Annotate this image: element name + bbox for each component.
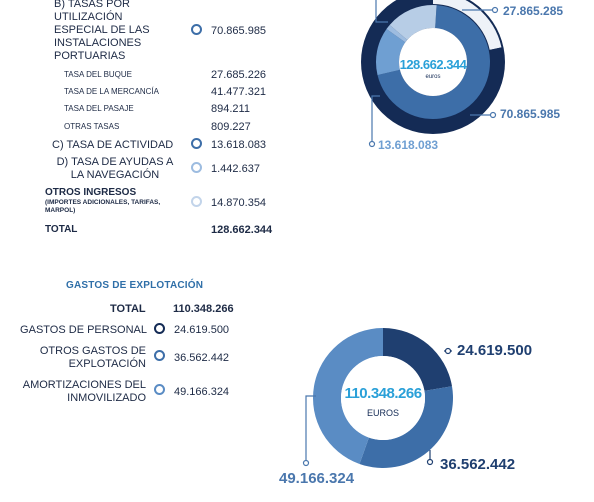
ingresos-sub-value-0: 27.685.226 (211, 69, 267, 81)
gastos-value-2: 49.166.324 (174, 386, 230, 398)
gastos-leader-dot-1 (426, 458, 434, 466)
ingresos-leader-dot-2 (368, 140, 376, 148)
ingresos-center-unit: euros (425, 74, 441, 80)
gastos-value-0: 24.619.500 (174, 324, 230, 336)
ingresos-d-value: 1.442.637 (211, 163, 260, 175)
ingresos-leader-dot-0 (491, 6, 499, 14)
ingresos-sub-label-2: TASA DEL PASAJE (64, 104, 134, 113)
ingresos-c-label: C) TASA DE ACTIVIDAD (52, 139, 174, 151)
ingresos-c-value: 13.618.083 (211, 139, 267, 151)
gastos-total-label: TOTAL (110, 303, 146, 315)
gastos-value-1: 36.562.442 (174, 352, 230, 364)
ingresos-leader-3 (375, 0, 388, 23)
gastos-label-0: GASTOS DE PERSONAL (20, 324, 147, 336)
gastos-slice-2 (312, 328, 383, 464)
ingresos-leader-dot-1 (489, 111, 497, 119)
ingresos-center-value: 128.662.344 (399, 57, 467, 72)
ingresos-otros-sub: (IMPORTES ADICIONALES, TARIFAS, MARPOL) (45, 199, 161, 214)
ingresos-donut-chart (361, 0, 505, 148)
gastos-label-2: AMORTIZACIONES DEL INMOVILIZADO (22, 379, 146, 404)
gastos-slice-0 (383, 328, 453, 391)
gastos-leader-2 (305, 395, 316, 462)
ingresos-sub-label-0: TASA DEL BUQUE (64, 70, 133, 79)
ingresos-c-dot (191, 138, 202, 149)
ingresos-donut-hole (399, 28, 467, 96)
ingresos-inner-slice-3 (389, 4, 437, 40)
ingresos-inner-slice-0 (377, 5, 490, 120)
gastos-dot-1 (154, 350, 165, 361)
ingresos-sub-value-3: 809.227 (211, 121, 251, 133)
ingresos-b-value: 70.865.985 (211, 25, 267, 37)
gastos-donut-hole (341, 356, 425, 440)
ingresos-callout-1: 70.865.985 (500, 107, 561, 121)
ingresos-otros-label: OTROS INGRESOS (45, 187, 137, 198)
gastos-callout-1: 36.562.442 (440, 456, 516, 473)
gastos-callout-2: 49.166.324 (279, 470, 355, 487)
ingresos-sub-label-3: OTRAS TASAS (64, 122, 120, 131)
gastos-dot-0 (154, 323, 165, 334)
ingresos-callout-2: 13.618.083 (378, 138, 439, 152)
ingresos-d-dot (191, 162, 202, 173)
ingresos-sub-value-2: 894.211 (211, 103, 250, 115)
ingresos-otros-dot (191, 196, 202, 207)
ingresos-callout-0: 27.865.285 (503, 4, 564, 18)
gastos-dot-2 (154, 384, 165, 395)
ingresos-total-value: 128.662.344 (211, 224, 273, 236)
ingresos-b-label: B) TASAS POR UTILIZACIÓN ESPECIAL DE LAS… (54, 0, 150, 62)
ingresos-leader-2 (371, 95, 380, 142)
ingresos-inner-slice-1 (375, 29, 406, 76)
ingresos-sub-label-1: TASA DE LA MERCANCÍA (64, 87, 159, 96)
gastos-title: GASTOS DE EXPLOTACIÓN (66, 280, 204, 291)
ingresos-total-label: TOTAL (45, 224, 78, 235)
gastos-leader-dot-2 (302, 459, 310, 467)
ingresos-sub-value-1: 41.477.321 (211, 86, 267, 98)
gastos-leader-dot-0 (444, 347, 452, 355)
gastos-center-unit: EUROS (366, 408, 399, 418)
ingresos-otros-value: 14.870.354 (211, 197, 267, 209)
gastos-callout-0: 24.619.500 (457, 342, 533, 359)
ingresos-b-dot (191, 24, 202, 35)
gastos-donut-chart (302, 328, 454, 468)
gastos-label-1: OTROS GASTOS DE EXPLOTACIÓN (39, 345, 146, 370)
gastos-total-value: 110.348.266 (173, 303, 234, 315)
ingresos-inner-slice-2 (386, 24, 408, 43)
gastos-slice-1 (359, 386, 454, 468)
gastos-center-value: 110.348.266 (344, 385, 422, 402)
ingresos-d-label: D) TASA DE AYUDAS A LA NAVEGACIÓN (56, 156, 174, 181)
